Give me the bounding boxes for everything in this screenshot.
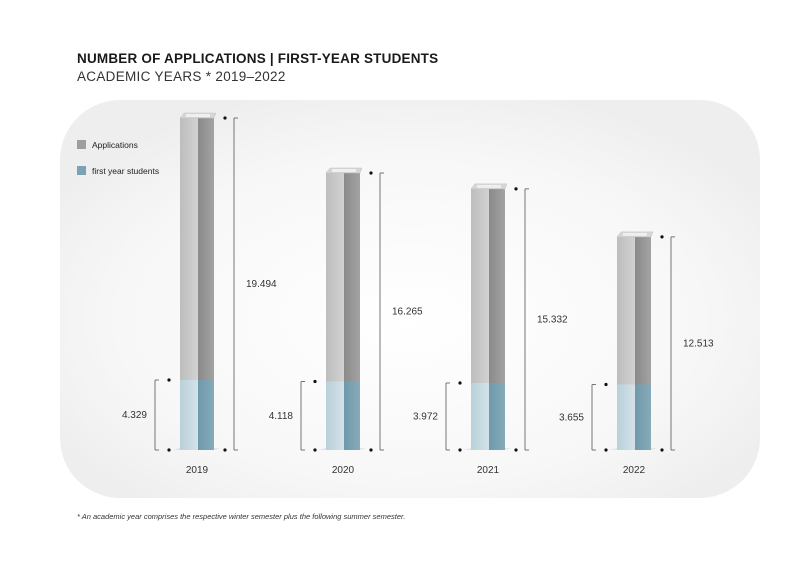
bracket-dot	[604, 448, 608, 452]
bracket-dot	[223, 448, 227, 452]
bracket-dot	[604, 382, 608, 387]
legend-swatch-0	[77, 140, 86, 149]
chart-subtitle: ACADEMIC YEARS * 2019–2022	[77, 69, 286, 84]
bracket-dot	[313, 448, 317, 452]
data-label-applications: 16.265	[392, 306, 423, 317]
bracket-dot	[458, 381, 462, 385]
bracket-dot	[167, 378, 171, 382]
bar-applications-side	[344, 172, 360, 382]
bracket-dot	[223, 116, 227, 120]
bar-group-2019: 19.494 4.329 2019	[122, 112, 277, 476]
data-label-first-year: 4.329	[122, 410, 147, 421]
bar-applications-front	[617, 236, 635, 385]
bar-applications-side	[635, 236, 651, 385]
data-label-applications: 12.513	[683, 338, 714, 349]
bracket-dot	[167, 448, 171, 452]
bar-applications-front	[471, 188, 489, 383]
bar-first-year-side	[198, 380, 214, 450]
x-tick-label: 2020	[332, 465, 355, 476]
bar-applications-side	[198, 118, 214, 380]
footnote: * An academic year comprises the respect…	[77, 512, 406, 521]
bar-group-2021: 15.332 3.972 2021	[413, 183, 568, 476]
bar-first-year-side	[489, 383, 505, 450]
bracket-dot	[514, 187, 518, 191]
bar-first-year-side	[635, 384, 651, 450]
bar-applications-front	[326, 172, 344, 382]
chart-background	[60, 100, 760, 498]
bracket-dot	[313, 379, 317, 384]
bar-group-2020: 16.265 4.118 2020	[269, 167, 423, 476]
legend-label-1: first year students	[92, 166, 159, 176]
bar-top-inset	[623, 232, 647, 236]
bracket-dot	[660, 448, 664, 452]
x-tick-label: 2021	[477, 465, 500, 476]
bracket-dot	[458, 448, 462, 452]
data-label-first-year: 3.655	[559, 412, 584, 423]
bar-top-inset	[477, 184, 501, 188]
data-label-applications: 19.494	[246, 279, 277, 290]
bar-top-inset	[186, 114, 210, 117]
bar-top-inset	[332, 168, 356, 172]
bracket-dot	[660, 235, 664, 239]
bar-group-2022: 12.513 3.655 2022	[559, 231, 714, 476]
bar-applications-front	[180, 118, 198, 380]
legend: Applications first year students	[77, 140, 159, 176]
bars-layer: 19.494 4.329 2019 16.265 4.118 2020 15.332 3.97…	[122, 112, 714, 476]
bracket-dot	[514, 448, 518, 452]
data-label-first-year: 4.118	[269, 411, 294, 422]
data-label-applications: 15.332	[537, 314, 568, 325]
bracket-dot	[369, 448, 373, 452]
legend-swatch-1	[77, 166, 86, 175]
bar-first-year-side	[344, 381, 360, 450]
bracket-dot	[369, 171, 373, 175]
x-tick-label: 2022	[623, 465, 646, 476]
bar-first-year-front	[180, 380, 198, 450]
bar-applications-side	[489, 188, 505, 383]
x-tick-label: 2019	[186, 465, 209, 476]
chart-title: NUMBER OF APPLICATIONS | FIRST-YEAR STUD…	[77, 51, 439, 66]
data-label-first-year: 3.972	[413, 412, 438, 423]
legend-label-0: Applications	[92, 140, 138, 150]
bar-first-year-front	[471, 383, 489, 450]
bar-first-year-front	[326, 381, 344, 450]
bar-first-year-front	[617, 384, 635, 450]
